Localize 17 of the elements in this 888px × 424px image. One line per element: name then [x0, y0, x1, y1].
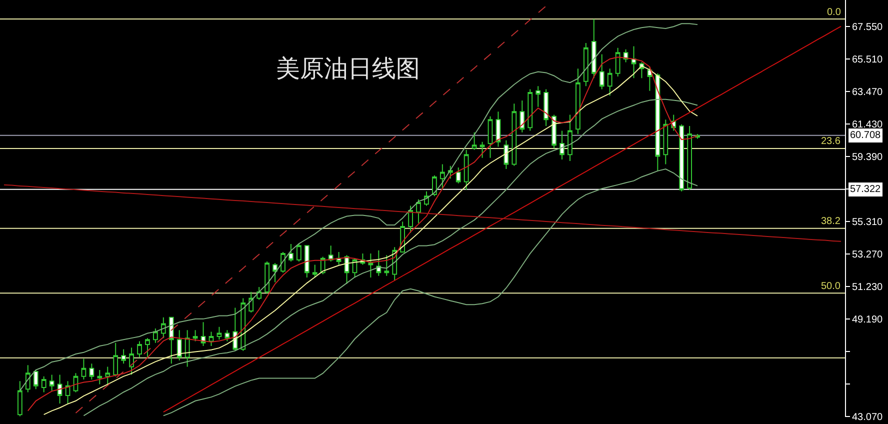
y-tick-label: 53.270: [852, 250, 884, 261]
y-tick-label: 59.390: [852, 152, 884, 163]
text: 美原油日线图: [276, 54, 420, 82]
y-tick-label: 55.310: [852, 217, 884, 228]
annotation: 0.0: [827, 7, 842, 18]
annotation: 38.2: [821, 216, 841, 227]
ref-line-label: 57.322: [850, 184, 882, 195]
y-tick-label: 43.070: [852, 412, 884, 424]
ref-line-label: 60.708: [850, 130, 882, 141]
y-tick-label: 51.230: [852, 282, 884, 294]
y-tick-label: 61.430: [852, 119, 884, 130]
y-tick-label: 49.190: [852, 314, 884, 326]
annotation: 50.0: [821, 281, 841, 292]
y-tick-label: 65.510: [852, 54, 884, 66]
y-tick-label: 63.470: [852, 86, 884, 98]
y-tick-label: 67.550: [852, 22, 884, 33]
annotation: 23.6: [821, 136, 841, 147]
